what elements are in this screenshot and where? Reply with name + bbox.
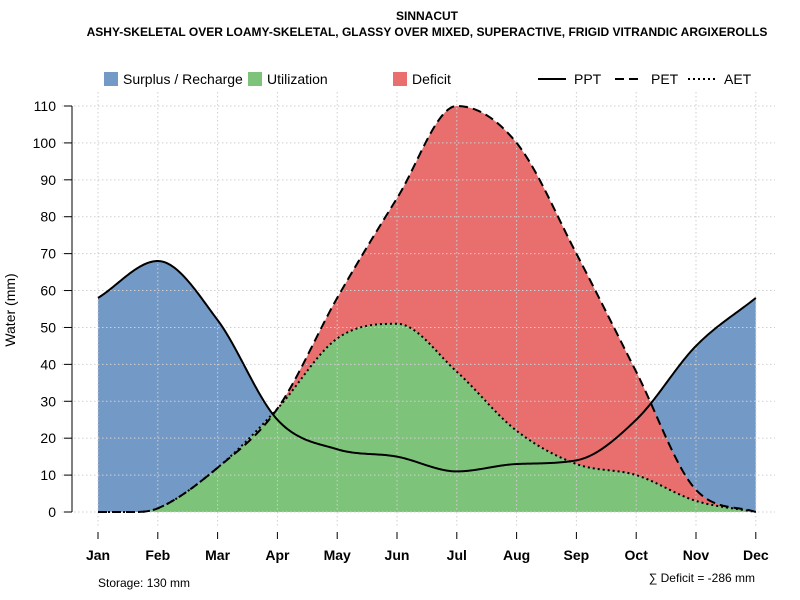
x-tick-label: May: [324, 547, 351, 563]
y-tick-label: 50: [40, 319, 56, 335]
chart-legend: Surplus / Recharge Utilization Deficit PPT P…: [104, 71, 752, 87]
y-tick-label: 70: [40, 246, 56, 262]
x-tick-label: Feb: [145, 547, 170, 563]
legend-label: Surplus / Recharge: [123, 71, 243, 87]
legend-swatch: [248, 72, 262, 86]
legend-swatch: [393, 72, 407, 86]
x-tick-label: Dec: [743, 547, 769, 563]
chart-grid: [62, 92, 775, 526]
deficit-area: [98, 106, 756, 512]
plot-lines: [97, 104, 757, 513]
legend-label: PPT: [574, 71, 602, 87]
utilization-area: [98, 323, 756, 512]
storage-annotation: Storage: 130 mm: [98, 576, 190, 590]
chart-subtitle: ASHY-SKELETAL OVER LOAMY-SKELETAL, GLASS…: [87, 25, 768, 39]
y-tick-label: 80: [40, 209, 56, 225]
y-tick-label: 40: [40, 356, 56, 372]
deficit-annotation: ∑ Deficit = -286 mm: [649, 571, 755, 585]
x-tick-label: Sep: [564, 547, 590, 563]
x-tick-label: Aug: [503, 547, 530, 563]
x-tick-label: Nov: [683, 547, 710, 563]
x-tick-label: Mar: [205, 547, 230, 563]
x-tick-label: Jun: [385, 547, 410, 563]
ppt-line: [97, 260, 757, 473]
y-tick-label: 20: [40, 430, 56, 446]
x-tick-label: Jul: [447, 547, 467, 563]
chart-axes: 0 10 20 30 40 50 60 70 80 90 100 110 Jan Feb Mar Apr May…: [33, 98, 769, 563]
y-tick-label: 90: [40, 172, 56, 188]
y-tick-label: 100: [33, 135, 57, 151]
plot-fills: [98, 106, 756, 512]
legend-label: AET: [724, 71, 752, 87]
legend-label: Utilization: [267, 71, 328, 87]
y-tick-label: 30: [40, 393, 56, 409]
legend-label: Deficit: [412, 71, 451, 87]
y-tick-label: 0: [48, 504, 56, 520]
chart-title: SINNACUT: [396, 9, 459, 23]
x-tick-label: Oct: [625, 547, 649, 563]
legend-swatch: [104, 72, 118, 86]
y-tick-label: 60: [40, 283, 56, 299]
pet-line: [98, 104, 757, 513]
x-tick-label: Jan: [86, 547, 110, 563]
legend-label: PET: [651, 71, 679, 87]
y-tick-label: 10: [40, 467, 56, 483]
y-tick-label: 110: [34, 98, 57, 114]
y-axis-title: Water (mm): [2, 273, 18, 346]
x-tick-label: Apr: [265, 547, 290, 563]
